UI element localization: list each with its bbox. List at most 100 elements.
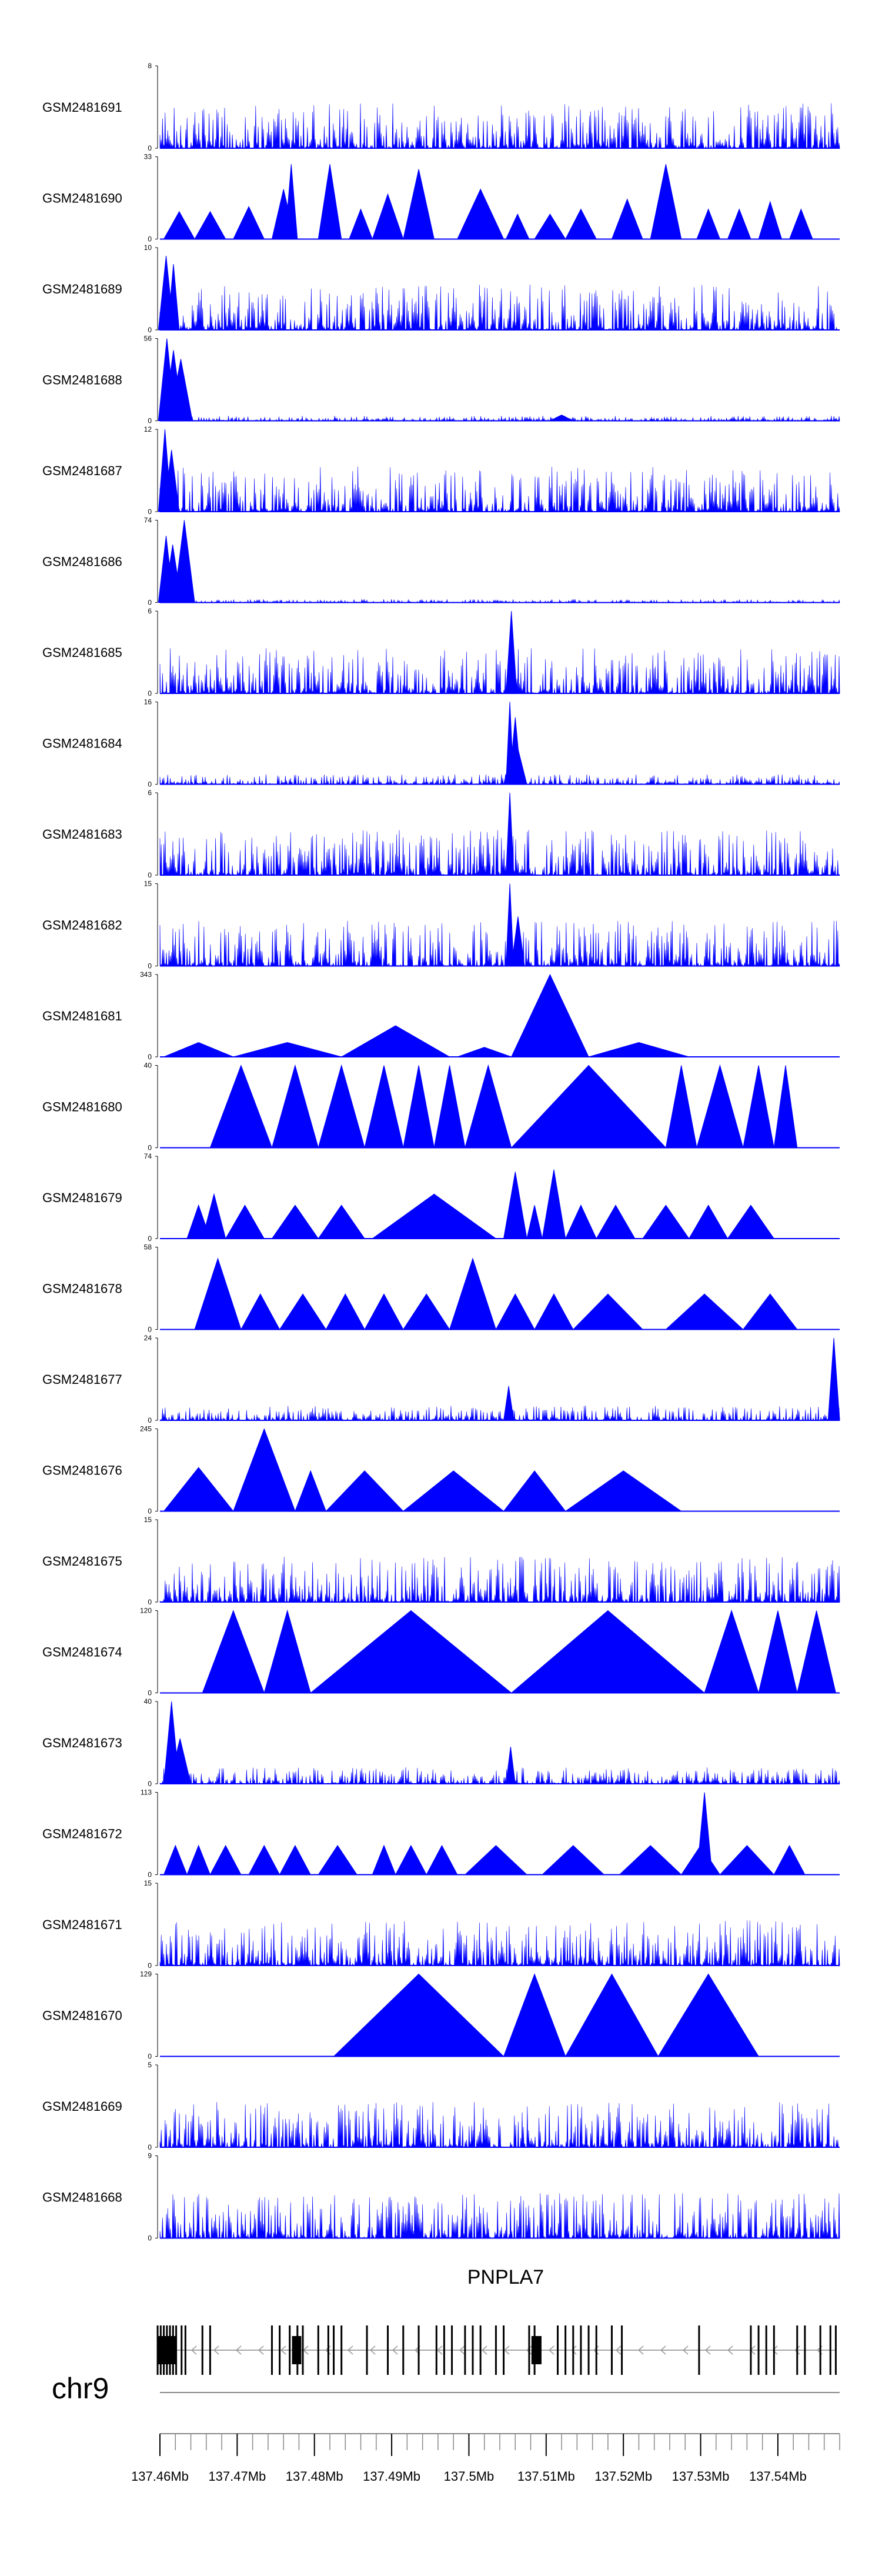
track-label: GSM2481685 <box>42 645 122 660</box>
x-tick-label: 137.46Mb <box>131 2469 189 2484</box>
y-max-label: 56 <box>144 335 152 343</box>
coverage-peak <box>596 1204 636 1239</box>
exon <box>184 2325 186 2375</box>
y-zero-label: 0 <box>148 1416 152 1424</box>
coverage-peak <box>169 359 193 421</box>
coverage-peak <box>279 1293 327 1330</box>
genome-axis-track: chr9 137.46Mb 137.47Mb 137.48Mb 137.49Mb 137… <box>52 2372 840 2484</box>
strand-arrow <box>347 2345 353 2355</box>
coding-exon <box>158 2336 177 2364</box>
coverage-peak <box>167 263 180 331</box>
y-max-label: 40 <box>144 1062 152 1070</box>
coverage-peak <box>186 1844 211 1875</box>
coverage-peak <box>572 1293 644 1330</box>
strand-arrow <box>615 2345 622 2355</box>
track-label: GSM2481677 <box>42 1372 122 1387</box>
track-label: GSM2481674 <box>42 1645 122 1660</box>
y-zero-label: 0 <box>148 1234 152 1243</box>
track-GSM2481670: GSM2481670 129 0 <box>42 1970 840 2061</box>
coverage-peak <box>318 1844 358 1875</box>
coverage-peak <box>202 1193 226 1239</box>
exon <box>402 2325 405 2375</box>
coding-exon <box>531 2336 542 2364</box>
y-max-label: 15 <box>144 880 152 888</box>
y-max-label: 129 <box>140 1970 152 1978</box>
coverage-peak <box>758 1610 798 1693</box>
coverage-peak <box>619 1845 682 1875</box>
coverage-peak <box>173 520 195 603</box>
coverage-signal <box>159 830 840 876</box>
x-tick-label: 137.52Mb <box>594 2469 652 2484</box>
y-zero-label: 0 <box>148 2234 152 2243</box>
strand-arrow <box>213 2345 219 2355</box>
coverage-peak <box>194 211 226 239</box>
strand-arrow <box>727 2345 733 2355</box>
track-label: GSM2481689 <box>42 282 122 296</box>
y-zero-label: 0 <box>148 1507 152 1516</box>
x-tick-label: 137.5Mb <box>444 2469 495 2484</box>
exon <box>181 2325 183 2375</box>
exon <box>302 2325 304 2375</box>
coverage-peak <box>449 1257 497 1330</box>
exon <box>495 2325 497 2375</box>
y-max-label: 10 <box>144 243 152 252</box>
coverage-peak <box>696 208 721 239</box>
exon <box>580 2325 582 2375</box>
track-GSM2481669: GSM2481669 5 0 <box>42 2061 840 2151</box>
coverage-signal <box>159 1405 840 1422</box>
y-zero-label: 0 <box>148 962 152 970</box>
track-GSM2481690: GSM2481690 33 0 <box>42 153 840 243</box>
coverage-peak <box>789 208 813 239</box>
coding-exon <box>292 2336 302 2364</box>
coverage-peak <box>402 1470 505 1511</box>
coverage-peak <box>263 1609 311 1693</box>
exon <box>340 2325 343 2375</box>
y-zero-label: 0 <box>148 235 152 243</box>
coverage-peak <box>318 164 342 239</box>
coverage-peak <box>510 973 589 1057</box>
coverage-peak <box>505 883 514 966</box>
track-label: GSM2481678 <box>42 1282 122 1296</box>
track-label: GSM2481672 <box>42 1827 122 1841</box>
track-GSM2481679: GSM2481679 74 0 <box>42 1152 840 1243</box>
track-GSM2481677: GSM2481677 24 0 <box>42 1334 840 1424</box>
coverage-peak <box>773 1065 798 1148</box>
y-max-label: 74 <box>144 516 152 525</box>
y-zero-label: 0 <box>148 1871 152 1879</box>
exon <box>479 2325 482 2375</box>
track-label: GSM2481670 <box>42 2008 122 2023</box>
y-max-label: 24 <box>144 1334 152 1342</box>
strand-arrow <box>436 2345 443 2355</box>
coverage-peak <box>395 1844 427 1875</box>
coverage-peak <box>233 1428 296 1511</box>
coverage-peak <box>233 1042 342 1057</box>
coverage-peak <box>364 1065 404 1148</box>
y-zero-label: 0 <box>148 780 152 789</box>
exon <box>765 2325 767 2375</box>
track-label: GSM2481679 <box>42 1190 122 1205</box>
coverage-peak <box>510 1065 667 1148</box>
coverage-peak <box>495 1293 535 1330</box>
coverage-signal <box>159 648 840 695</box>
track-label: GSM2481675 <box>42 1554 122 1569</box>
track-GSM2481681: GSM2481681 343 0 <box>42 970 840 1061</box>
coverage-peak <box>564 1973 659 2057</box>
x-tick-label: 137.51Mb <box>517 2469 575 2484</box>
track-GSM2481688: GSM2481688 56 0 <box>42 335 840 425</box>
exon <box>587 2325 590 2375</box>
strand-arrow <box>369 2345 376 2355</box>
track-label: GSM2481691 <box>42 100 122 115</box>
coverage-peak <box>526 1205 543 1239</box>
coverage-peak <box>295 1470 327 1511</box>
coverage-peak <box>465 1064 512 1148</box>
track-GSM2481672: GSM2481672 113 0 <box>42 1788 840 1879</box>
exon <box>621 2325 623 2375</box>
exon <box>595 2325 597 2375</box>
y-max-label: 40 <box>144 1697 152 1706</box>
y-max-label: 16 <box>144 698 152 706</box>
coverage-peak <box>233 206 265 239</box>
exon <box>757 2325 760 2375</box>
coverage-signal <box>159 1920 840 1967</box>
y-zero-label: 0 <box>148 1053 152 1061</box>
